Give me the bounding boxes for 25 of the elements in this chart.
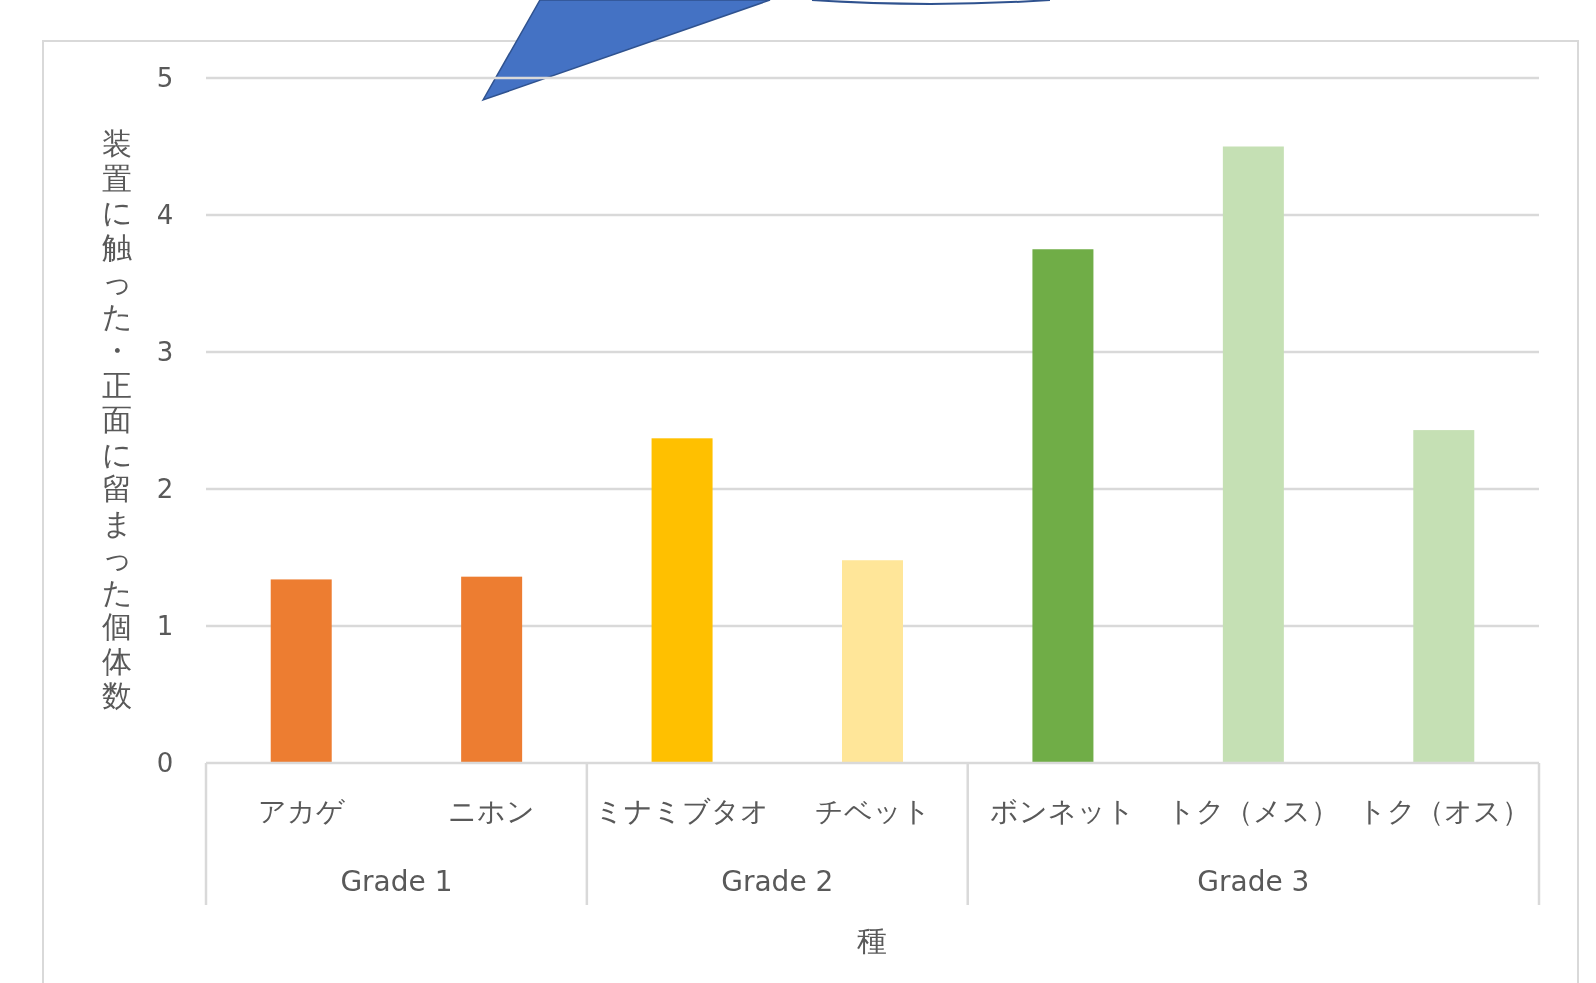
y-tick-label: 2 (156, 474, 174, 504)
x-tick-label: トク（オス） (1357, 795, 1530, 828)
x-tick-label: ミナミブタオ (595, 795, 770, 828)
x-tick-label: アカゲ (257, 795, 346, 828)
x-tick-label: トク（メス） (1167, 795, 1340, 828)
y-tick-label: 3 (156, 337, 174, 367)
x-axis-title: 種 (857, 923, 887, 958)
x-tick-label: チベット (814, 795, 931, 828)
text: Grade 2 (721, 865, 834, 898)
x-tick-label: ボンネット (990, 795, 1136, 828)
text: Grade 1 (340, 865, 453, 898)
y-tick-label: 4 (156, 200, 174, 230)
text: 装置に触った・正面に留まった個体数 (101, 126, 133, 713)
text: Grade 3 (1197, 865, 1310, 898)
bar (461, 576, 523, 763)
y-tick-label: 1 (156, 611, 174, 641)
bar (1222, 146, 1284, 763)
bar (842, 560, 903, 763)
y-tick-label: 0 (156, 748, 174, 778)
bar (1413, 430, 1475, 763)
bar (270, 579, 332, 763)
x-tick-label: ニホン (448, 795, 536, 828)
bar (1032, 249, 1094, 763)
bar (651, 438, 713, 763)
y-tick-label: 5 (156, 63, 174, 93)
